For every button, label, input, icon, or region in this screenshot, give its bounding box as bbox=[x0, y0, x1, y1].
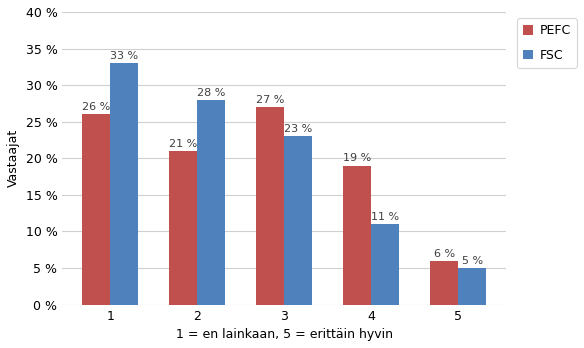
Text: 28 %: 28 % bbox=[197, 88, 225, 97]
Text: 23 %: 23 % bbox=[284, 124, 312, 134]
Bar bbox=[430, 261, 458, 304]
Text: 6 %: 6 % bbox=[434, 248, 455, 259]
Y-axis label: Vastaajat: Vastaajat bbox=[7, 129, 20, 188]
Bar bbox=[256, 107, 284, 304]
Bar bbox=[371, 224, 399, 304]
Text: 21 %: 21 % bbox=[169, 139, 197, 149]
Bar bbox=[284, 136, 312, 304]
Text: 26 %: 26 % bbox=[82, 102, 110, 112]
Text: 33 %: 33 % bbox=[110, 51, 138, 61]
Text: 27 %: 27 % bbox=[256, 95, 284, 105]
Bar bbox=[197, 100, 225, 304]
Bar bbox=[458, 268, 486, 304]
Text: 19 %: 19 % bbox=[343, 153, 371, 164]
Bar bbox=[82, 114, 110, 304]
Text: 11 %: 11 % bbox=[371, 212, 399, 222]
Bar bbox=[169, 151, 197, 304]
Bar bbox=[343, 166, 371, 304]
X-axis label: 1 = en lainkaan, 5 = erittäin hyvin: 1 = en lainkaan, 5 = erittäin hyvin bbox=[176, 328, 393, 341]
Text: 5 %: 5 % bbox=[461, 256, 483, 266]
Legend: PEFC, FSC: PEFC, FSC bbox=[517, 18, 577, 68]
Bar bbox=[110, 63, 138, 304]
